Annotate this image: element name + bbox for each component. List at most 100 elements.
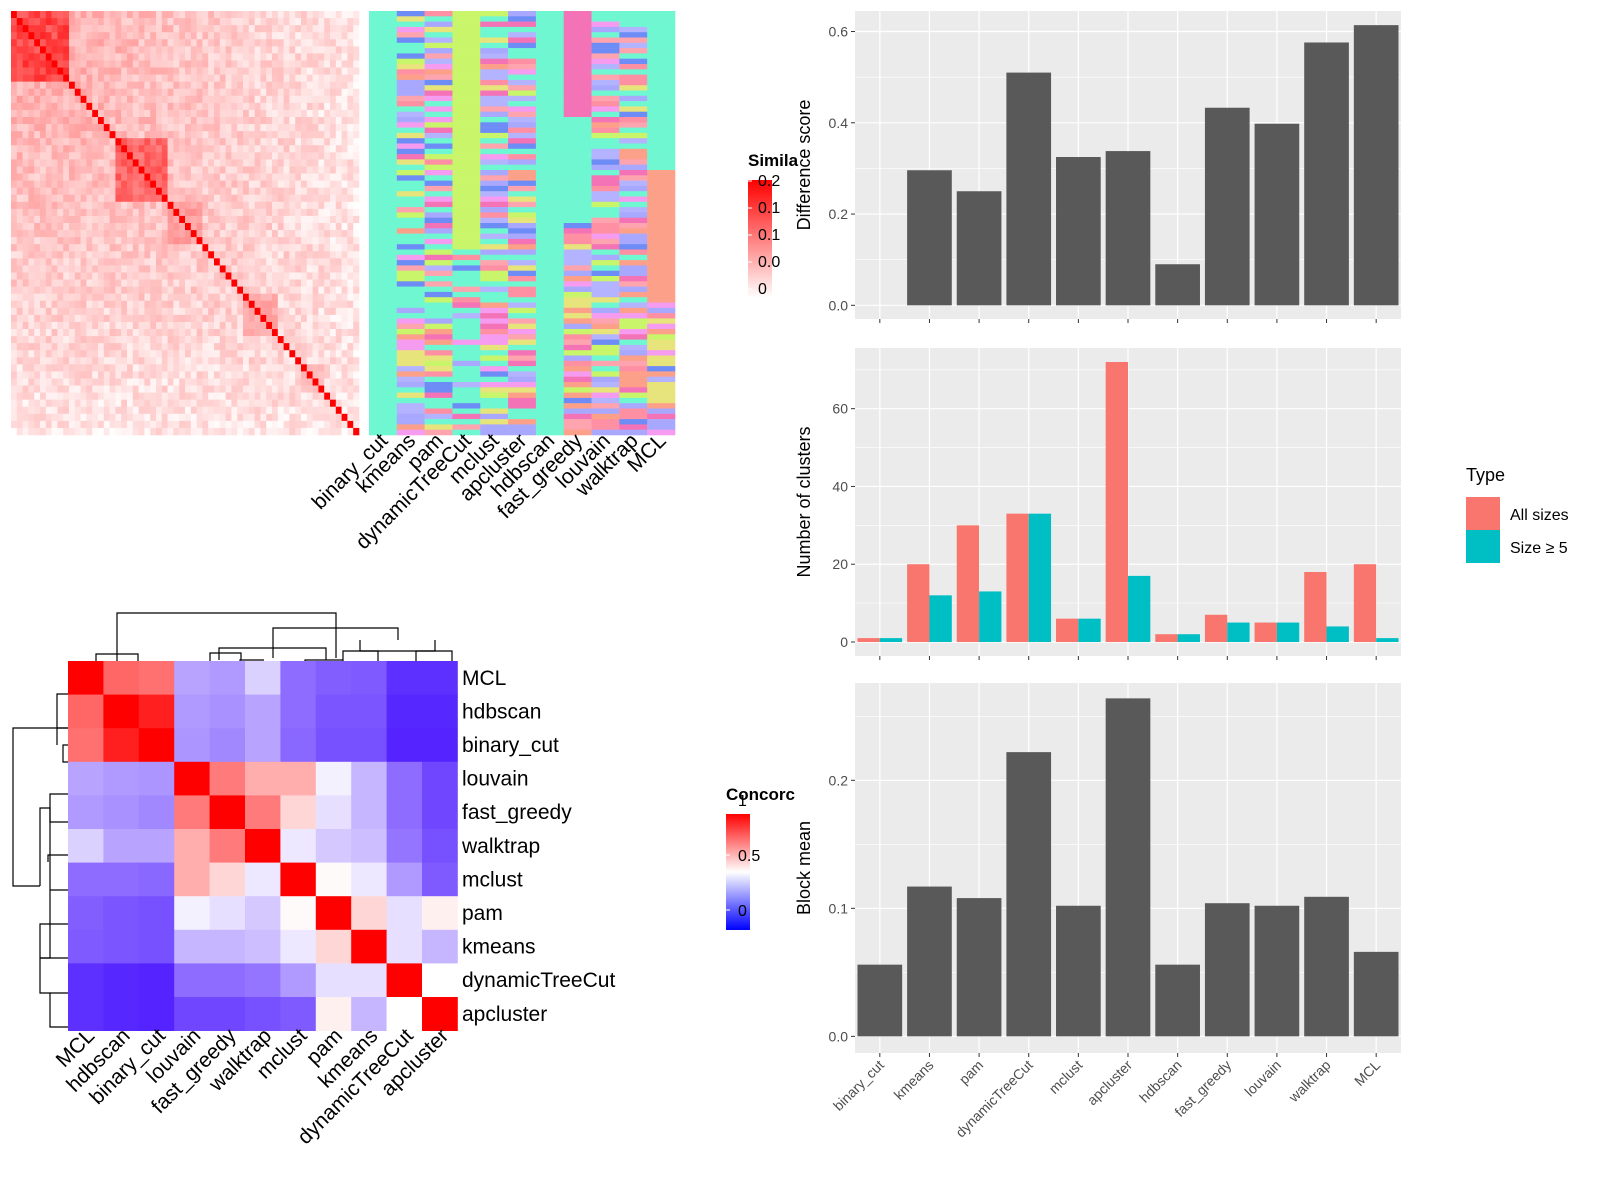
similarity-cell [156, 258, 163, 266]
similarity-cell [341, 32, 348, 40]
similarity-cell [103, 307, 110, 316]
similarity-cell [115, 145, 122, 153]
similarity-cell [237, 102, 244, 111]
similarity-cell [260, 357, 267, 365]
similarity-cell [196, 300, 203, 309]
membership-cell [535, 95, 565, 102]
similarity-cell [63, 378, 70, 386]
membership-cell [647, 185, 676, 192]
concordance-cell [315, 661, 352, 695]
concordance-cell [174, 963, 210, 998]
concordance-cell [209, 963, 246, 998]
similarity-cell [231, 173, 238, 181]
similarity-cell [34, 102, 41, 111]
membership-cell [535, 58, 565, 65]
membership-cell [369, 53, 398, 59]
similarity-cell [150, 18, 157, 26]
similarity-cell [40, 187, 47, 196]
similarity-cell [248, 74, 255, 82]
membership-cell [591, 196, 620, 203]
membership-cell [647, 403, 676, 409]
similarity-cell [121, 258, 128, 266]
similarity-cell [312, 18, 319, 26]
similarity-cell [318, 25, 325, 33]
similarity-cell [11, 138, 18, 146]
similarity-cell [69, 251, 76, 259]
similarity-cell [161, 300, 168, 309]
similarity-cell [34, 117, 41, 125]
similarity-cell [22, 329, 29, 337]
similarity-cell [341, 350, 348, 358]
similarity-cell [277, 321, 284, 330]
concordance-row-label: pam [462, 902, 503, 925]
similarity-cell [277, 18, 284, 26]
similarity-cell [260, 131, 267, 139]
similarity-cell [196, 88, 203, 97]
similarity-cell [98, 343, 105, 351]
similarity-cell [219, 427, 226, 436]
similarity-cell [127, 371, 134, 379]
similarity-cell [92, 173, 99, 181]
similarity-cell [214, 194, 221, 203]
similarity-cell [63, 95, 70, 104]
similarity-cell [341, 166, 348, 174]
membership-cell [535, 74, 565, 81]
similarity-cell [51, 413, 58, 422]
similarity-cell [289, 420, 296, 429]
similarity-cell [16, 399, 23, 408]
membership-cell [480, 233, 509, 240]
similarity-cell [34, 194, 41, 203]
membership-cell [647, 90, 676, 97]
similarity-cell [156, 25, 163, 33]
similarity-cell [260, 159, 267, 167]
y-tick-label: 0 [840, 634, 848, 650]
membership-cell [369, 371, 398, 377]
membership-cell [480, 143, 509, 150]
similarity-cell [103, 187, 110, 196]
membership-cell [424, 85, 453, 91]
similarity-cell [80, 329, 87, 337]
similarity-cell [167, 46, 174, 54]
similarity-cell [28, 251, 35, 259]
similarity-cell [324, 314, 331, 323]
membership-cell [396, 413, 425, 420]
similarity-cell [57, 46, 64, 54]
membership-cell [369, 37, 398, 44]
membership-cell [369, 265, 398, 271]
similarity-cell [306, 46, 313, 54]
similarity-cell [272, 88, 279, 97]
similarity-cell [190, 293, 197, 302]
membership-cell [396, 249, 425, 256]
similarity-cell [312, 95, 319, 104]
membership-cell [396, 122, 425, 128]
similarity-cell [11, 53, 18, 61]
similarity-cell [34, 88, 41, 97]
similarity-cell [86, 223, 93, 231]
similarity-cell [144, 194, 151, 203]
membership-cell [452, 286, 481, 293]
similarity-cell [150, 81, 157, 90]
membership-cell [591, 350, 620, 356]
similarity-cell [132, 194, 139, 203]
similarity-cell [341, 378, 348, 386]
similarity-cell [132, 74, 139, 82]
membership-cell [619, 185, 648, 192]
similarity-cell [69, 364, 76, 372]
similarity-cell [22, 350, 29, 358]
similarity-cell [347, 74, 354, 82]
similarity-cell [161, 102, 168, 111]
similarity-cell [98, 336, 105, 344]
similarity-cell [40, 251, 47, 259]
membership-cell [396, 201, 425, 208]
membership-cell [591, 185, 620, 192]
membership-cell [563, 212, 592, 218]
similarity-cell [202, 286, 209, 294]
membership-cell [619, 21, 648, 28]
bar [1078, 618, 1101, 642]
similarity-cell [283, 279, 290, 287]
similarity-cell [80, 145, 87, 153]
similarity-cell [190, 307, 197, 316]
similarity-cell [109, 53, 116, 61]
similarity-cell [45, 427, 52, 436]
similarity-cell [132, 166, 139, 174]
